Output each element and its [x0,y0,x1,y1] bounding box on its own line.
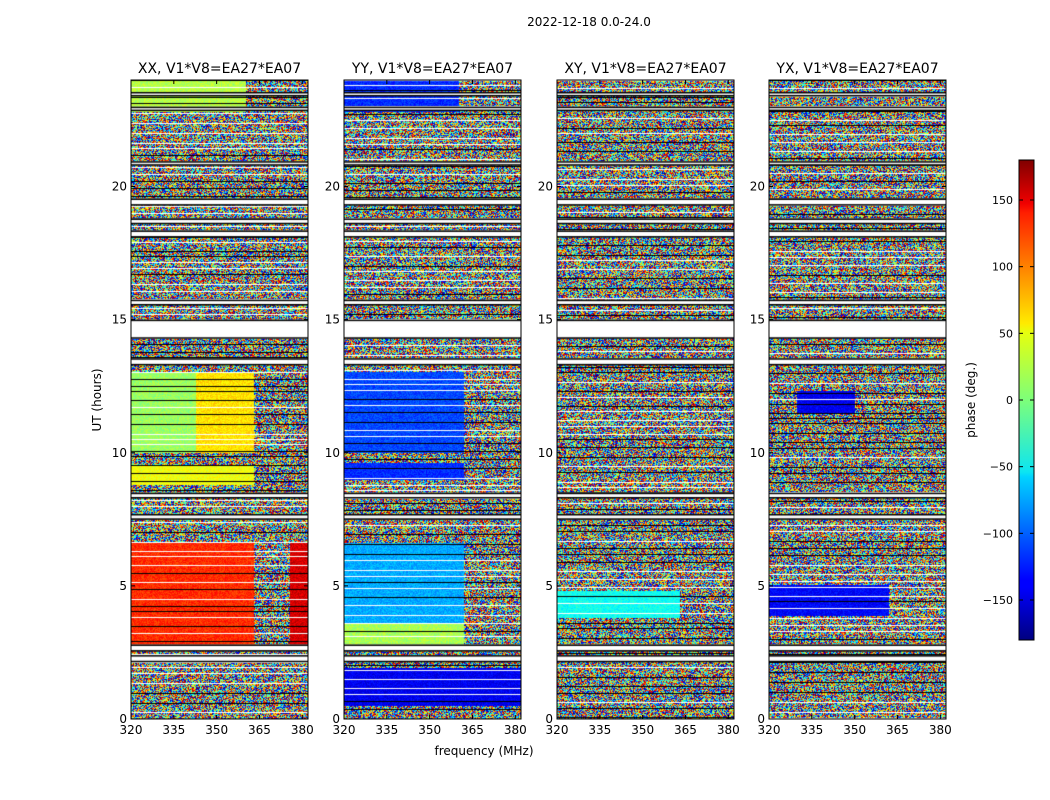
panel-3-xtick-label-335: 335 [800,723,823,737]
panel-2-phase-raster [557,80,734,719]
panel-1-xtick-label-350: 350 [418,723,441,737]
panel-0-xtick-label-350: 350 [205,723,228,737]
panel-2-xtick-label-335: 335 [588,723,611,737]
panel-3-xtick-label-350: 350 [843,723,866,737]
panel-3-xtick-label-320: 320 [758,723,781,737]
panel-1-ytick-label-10: 10 [325,446,340,460]
panel-0-ytick-label-20: 20 [112,180,127,194]
panel-0-frame [130,79,309,720]
panel-1-ytick-label-0: 0 [332,712,340,726]
panel-1-xtick-label-380: 380 [504,723,527,737]
panel-0-xtick-label-380: 380 [291,723,314,737]
panel-0-ytick-label-5: 5 [119,579,127,593]
panel-0-xtick-label-365: 365 [248,723,271,737]
panel-3-frame [768,79,947,720]
colorbar-label: phase (deg.) [964,362,978,438]
panel-1: YY, V1*V8=EA27*EA07 320 335 350 365 380 0 5 10 15… [325,61,527,737]
panel-0-xtick-label-335: 335 [162,723,185,737]
panel-3-ytick-label-0: 0 [757,712,765,726]
colorbar-tick-label-3: 0 [1006,394,1013,407]
panel-2-frame [556,79,735,720]
panel-3-ytick-label-20: 20 [750,180,765,194]
panel-2-xtick-label-365: 365 [674,723,697,737]
y-axis-label: UT (hours) [90,368,104,431]
panel-2-ytick-label-5: 5 [545,579,553,593]
panel-0-ytick-label-0: 0 [119,712,127,726]
panel-2: XY, V1*V8=EA27*EA07 320 335 350 365 380 0 5 10 15… [538,61,740,737]
panel-3-ytick-label-15: 15 [750,313,765,327]
x-axis-label: frequency (MHz) [434,744,533,758]
panel-2-title: XY, V1*V8=EA27*EA07 [564,61,726,77]
colorbar-tick-label-0: 150 [992,194,1013,207]
panel-2-ytick-label-15: 15 [538,313,553,327]
panel-1-ytick-label-15: 15 [325,313,340,327]
panel-2-xtick-label-380: 380 [717,723,740,737]
panel-1-xtick-label-365: 365 [461,723,484,737]
panel-2-ytick-label-20: 20 [538,180,553,194]
figure-suptitle: 2022-12-18 0.0-24.0 [527,15,651,29]
panel-0-ytick-label-10: 10 [112,446,127,460]
panel-2-ytick-label-10: 10 [538,446,553,460]
panel-0: XX, V1*V8=EA27*EA07 320 335 350 365 380 0 5 10 15… [112,61,314,737]
panel-2-ytick-label-0: 0 [545,712,553,726]
panel-3-title: YX, V1*V8=EA27*EA07 [775,61,938,77]
colorbar-tick-label-5: −100 [983,527,1013,540]
colorbar-tick-label-6: −150 [983,594,1013,607]
colorbar-tick-label-2: 50 [999,327,1013,340]
panel-2-xtick-label-320: 320 [546,723,569,737]
colorbar-ticks: 150 100 50 0 −50 −100 −150 [983,194,1034,607]
panel-2-xtick-label-350: 350 [631,723,654,737]
panel-0-phase-raster [131,80,308,719]
panel-0-xtick-label-320: 320 [120,723,143,737]
panel-3-ytick-label-5: 5 [757,579,765,593]
panel-3-xtick-label-365: 365 [886,723,909,737]
panel-3-phase-raster [769,80,946,719]
panel-1-phase-raster [344,80,521,719]
panel-1-frame [343,79,522,720]
panel-1-ytick-label-20: 20 [325,180,340,194]
panel-1-ytick-label-5: 5 [332,579,340,593]
panel-1-title: YY, V1*V8=EA27*EA07 [351,61,513,77]
panel-3: YX, V1*V8=EA27*EA07 320 335 350 365 380 0 5 10 15… [750,61,952,737]
colorbar: 150 100 50 0 −50 −100 −150 phase (deg.) [964,159,1035,641]
colorbar-tick-label-4: −50 [990,461,1013,474]
panel-0-ytick-label-15: 15 [112,313,127,327]
panel-1-xtick-label-320: 320 [333,723,356,737]
panel-3-ytick-label-10: 10 [750,446,765,460]
panel-1-xtick-label-335: 335 [375,723,398,737]
panels-layer: XX, V1*V8=EA27*EA07 320 335 350 365 380 0 5 10 15… [112,61,952,737]
colorbar-tick-label-1: 100 [992,261,1013,274]
panel-0-title: XX, V1*V8=EA27*EA07 [138,61,301,77]
panel-3-xtick-label-380: 380 [929,723,952,737]
